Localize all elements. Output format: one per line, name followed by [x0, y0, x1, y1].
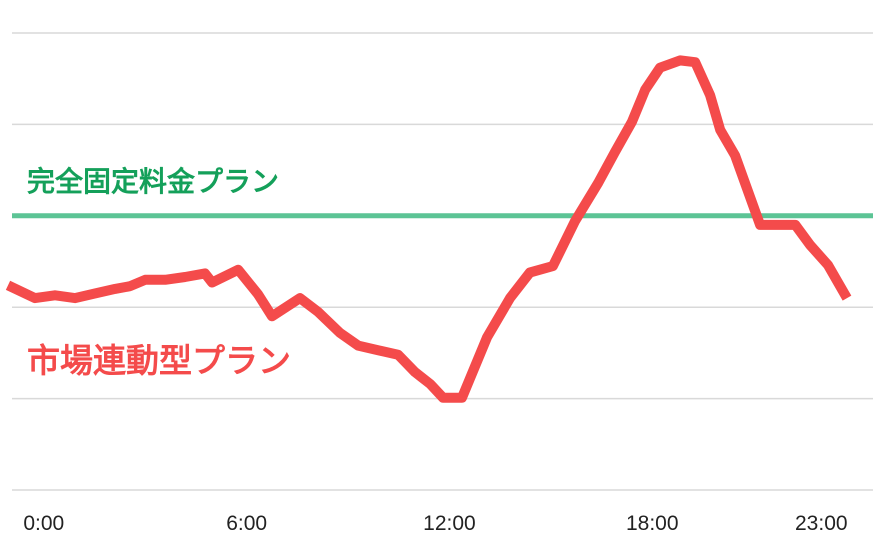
x-tick-label: 18:00	[626, 512, 679, 535]
grid	[12, 32, 873, 491]
x-tick-label: 0:00	[23, 512, 64, 535]
x-tick-label: 6:00	[226, 512, 267, 535]
series-line	[5, 55, 852, 403]
lines	[5, 55, 852, 403]
reference-label: 完全固定料金プラン	[27, 165, 279, 197]
x-tick-label: 12:00	[423, 512, 476, 535]
series-label: 市場連動型プラン	[27, 342, 291, 379]
x-tick-label: 23:00	[795, 512, 848, 535]
